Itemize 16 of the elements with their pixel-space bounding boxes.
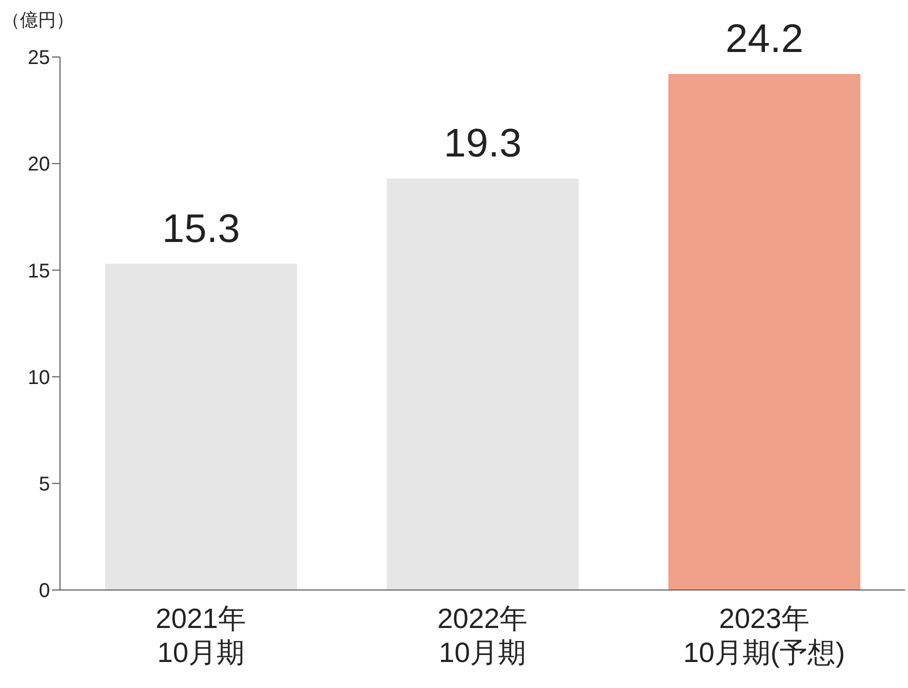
x-tick-label: 2022年 10月期 bbox=[437, 603, 528, 668]
bar bbox=[105, 264, 298, 590]
y-tick-label: 20 bbox=[28, 154, 50, 176]
y-tick-label: 0 bbox=[38, 580, 50, 602]
y-tick-label: 15 bbox=[28, 260, 50, 282]
x-tick-label: 2021年 10月期 bbox=[156, 603, 246, 668]
bar bbox=[668, 74, 860, 590]
data-label: 19.3 bbox=[444, 122, 522, 166]
data-label: 24.2 bbox=[725, 17, 804, 62]
x-tick-label: 2023年 10月期(予想) bbox=[683, 603, 846, 668]
y-tick-label: 5 bbox=[38, 474, 50, 496]
y-axis-title: （億円） bbox=[2, 9, 74, 32]
bar bbox=[386, 178, 579, 590]
y-tick-label: 10 bbox=[28, 366, 50, 389]
data-label: 15.3 bbox=[162, 206, 240, 251]
y-tick-label: 25 bbox=[28, 47, 50, 70]
